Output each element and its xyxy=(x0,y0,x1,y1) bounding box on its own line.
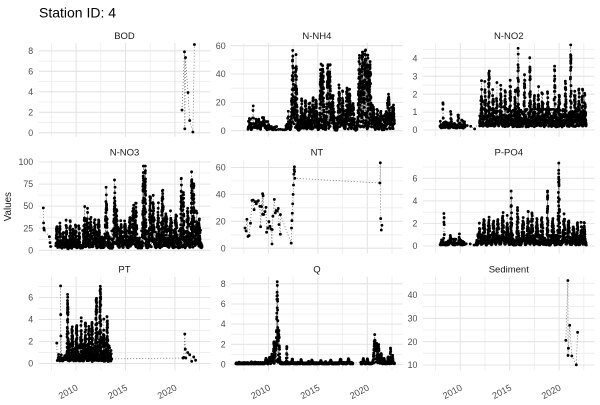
svg-text:N-NO2: N-NO2 xyxy=(494,31,524,42)
svg-text:2: 2 xyxy=(28,337,33,347)
svg-text:2: 2 xyxy=(28,107,33,117)
svg-text:0: 0 xyxy=(221,243,226,253)
svg-text:0: 0 xyxy=(412,241,417,251)
svg-text:0: 0 xyxy=(221,360,226,370)
svg-text:0: 0 xyxy=(28,128,33,138)
svg-text:N-NO3: N-NO3 xyxy=(110,148,140,159)
svg-text:2: 2 xyxy=(412,219,417,229)
svg-text:0: 0 xyxy=(28,245,33,255)
svg-text:50: 50 xyxy=(23,201,33,211)
svg-text:4: 4 xyxy=(221,319,226,329)
svg-text:4: 4 xyxy=(412,53,417,63)
svg-text:60: 60 xyxy=(216,41,226,51)
svg-text:40: 40 xyxy=(408,290,418,300)
svg-text:4: 4 xyxy=(412,196,417,206)
svg-text:NT: NT xyxy=(311,148,324,159)
svg-text:4: 4 xyxy=(28,87,33,97)
svg-text:6: 6 xyxy=(221,299,226,309)
svg-text:6: 6 xyxy=(412,173,417,183)
svg-text:P-PO4: P-PO4 xyxy=(495,148,524,159)
svg-text:4: 4 xyxy=(28,315,33,325)
svg-text:0: 0 xyxy=(221,126,226,136)
svg-text:Q: Q xyxy=(313,265,320,276)
svg-text:3: 3 xyxy=(412,71,417,81)
svg-text:2: 2 xyxy=(412,89,417,99)
svg-text:1: 1 xyxy=(412,107,417,117)
svg-text:75: 75 xyxy=(23,179,33,189)
svg-text:100: 100 xyxy=(19,157,34,167)
svg-text:20: 20 xyxy=(216,216,226,226)
svg-text:0: 0 xyxy=(412,125,417,135)
svg-text:0: 0 xyxy=(28,359,33,369)
svg-text:6: 6 xyxy=(28,66,33,76)
svg-text:40: 40 xyxy=(216,190,226,200)
svg-text:20: 20 xyxy=(216,98,226,108)
svg-text:8: 8 xyxy=(221,279,226,289)
svg-text:PT: PT xyxy=(118,265,130,276)
svg-text:BOD: BOD xyxy=(114,31,135,42)
svg-text:10: 10 xyxy=(408,360,418,370)
svg-text:Sediment: Sediment xyxy=(489,265,529,276)
svg-text:6: 6 xyxy=(28,293,33,303)
svg-text:Values: Values xyxy=(3,192,14,221)
svg-text:Station ID: 4: Station ID: 4 xyxy=(39,5,116,21)
svg-text:30: 30 xyxy=(408,313,418,323)
svg-text:N-NH4: N-NH4 xyxy=(302,31,331,42)
svg-text:20: 20 xyxy=(408,337,418,347)
svg-text:60: 60 xyxy=(216,163,226,173)
svg-text:8: 8 xyxy=(28,46,33,56)
svg-text:25: 25 xyxy=(23,223,33,233)
svg-text:40: 40 xyxy=(216,69,226,79)
svg-text:2: 2 xyxy=(221,339,226,349)
